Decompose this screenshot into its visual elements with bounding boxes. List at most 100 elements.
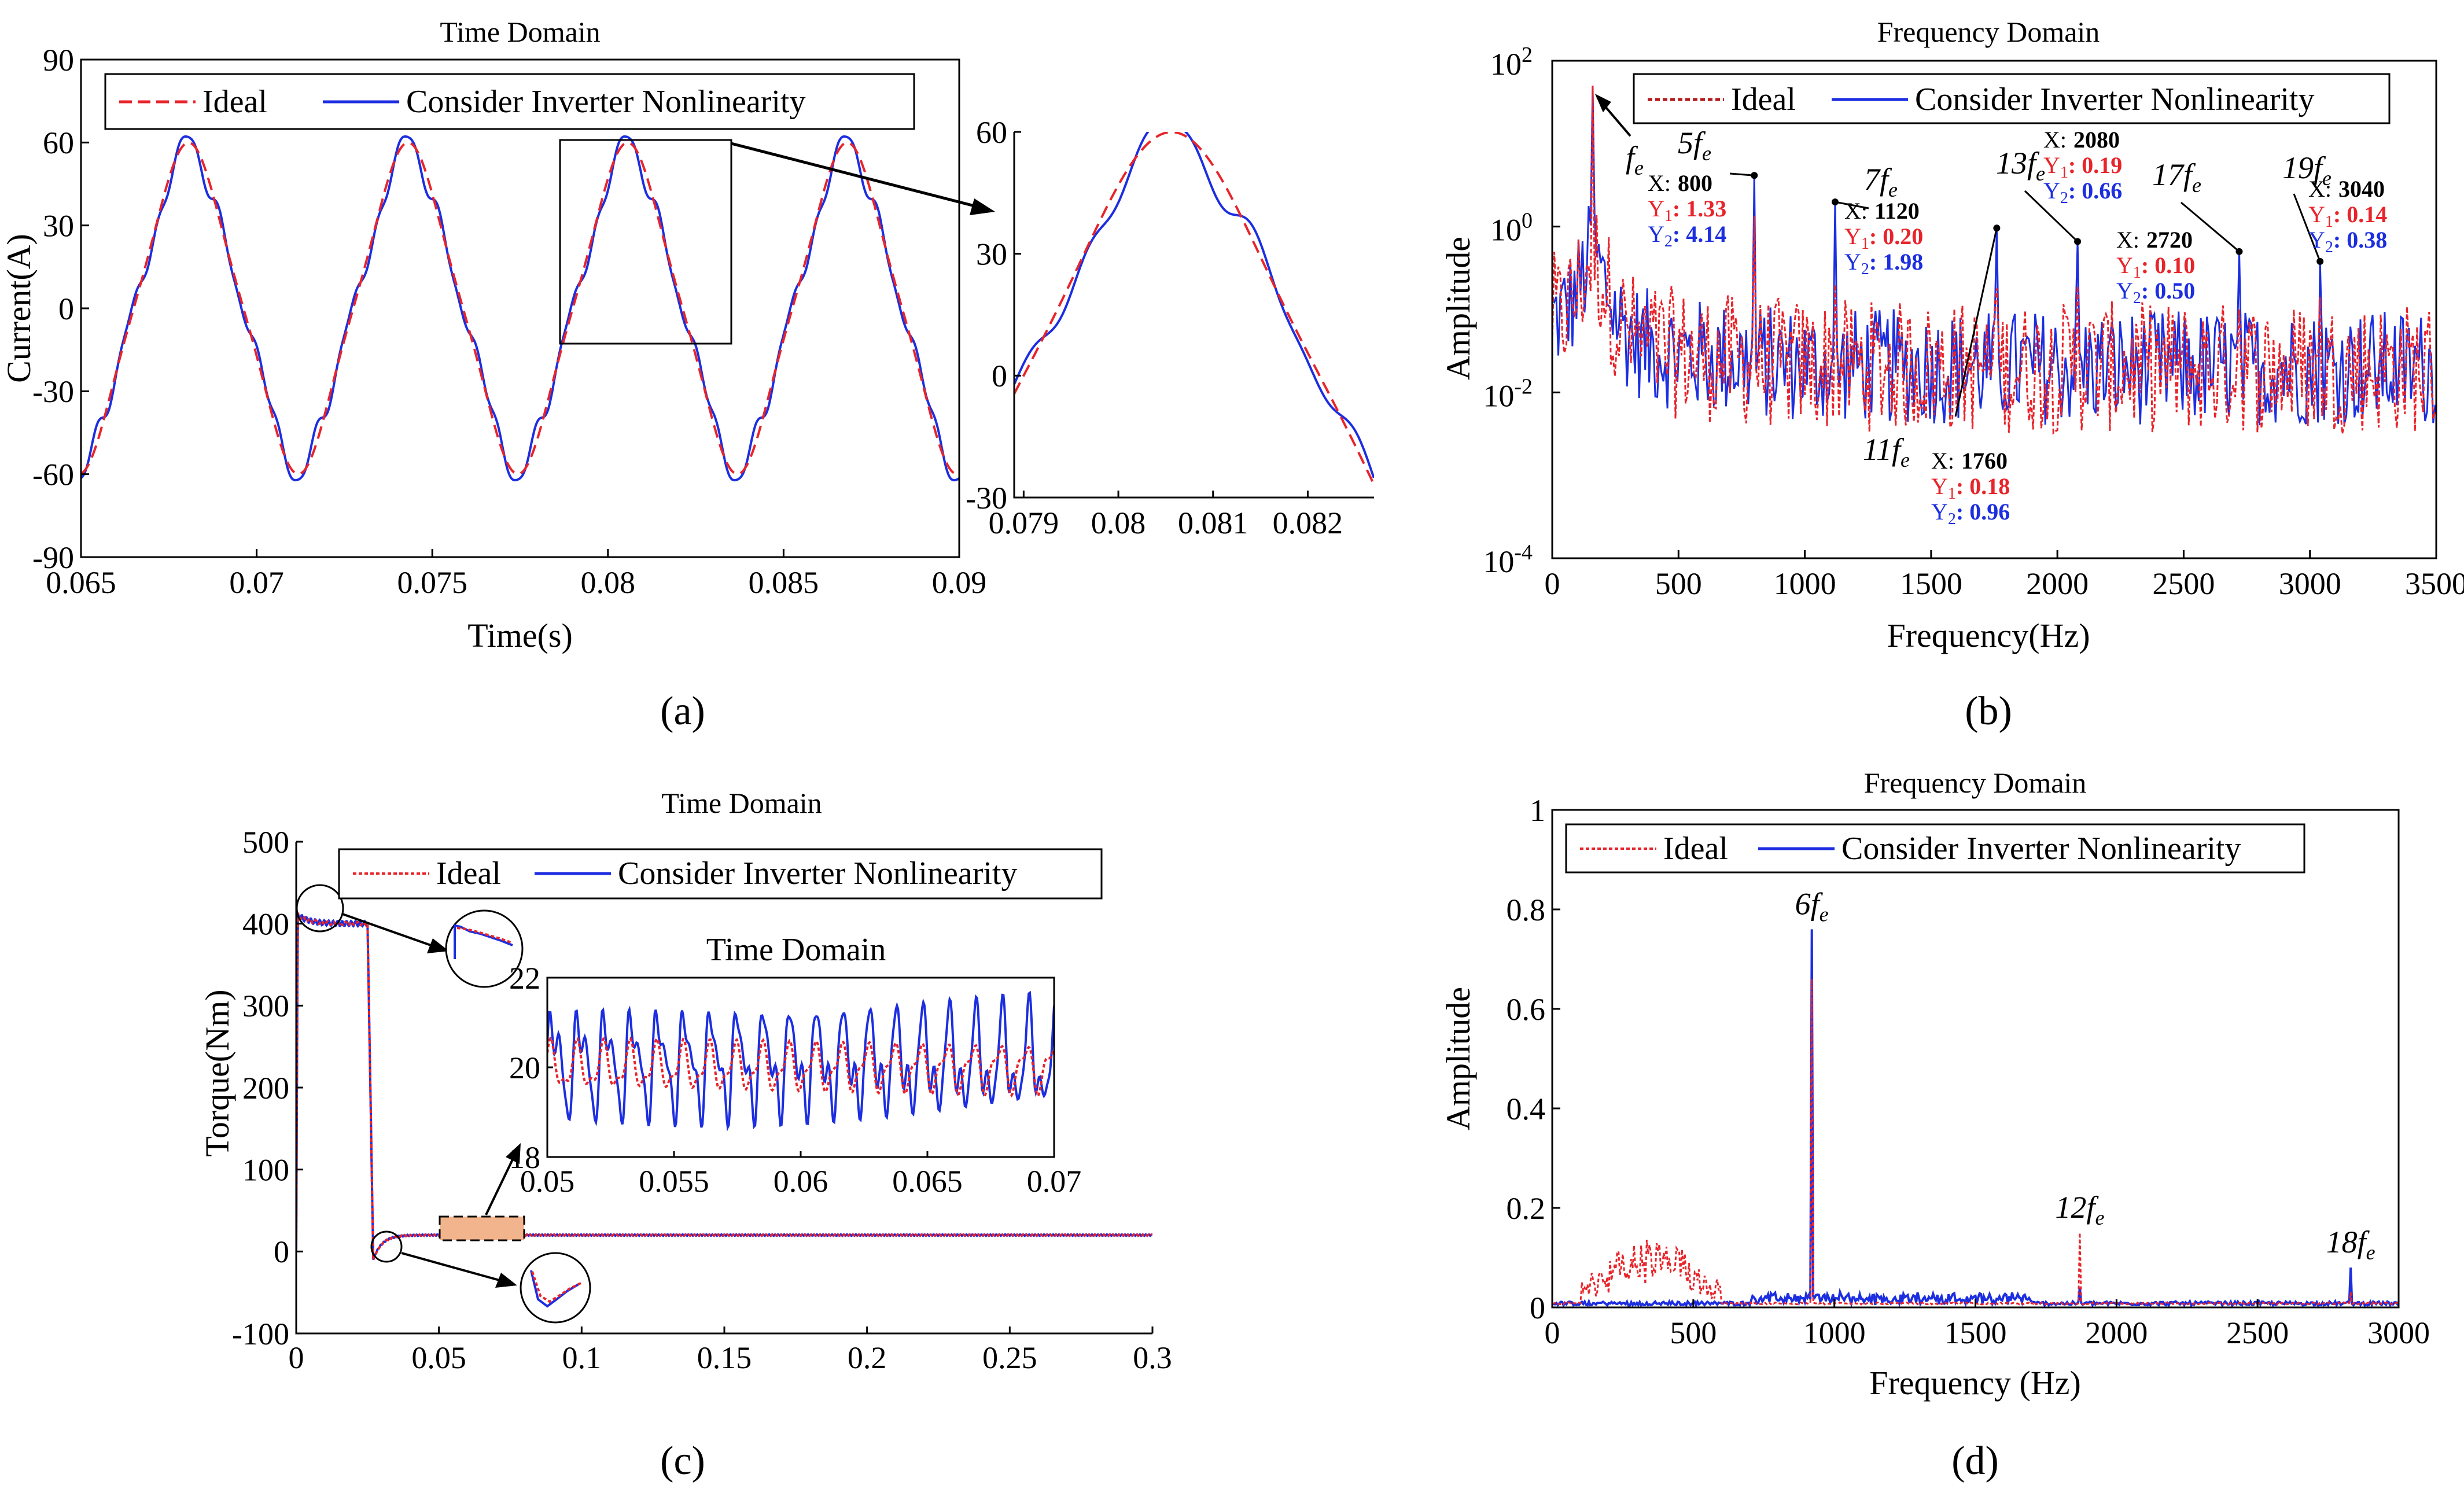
- b-datatip-y2: Y2: 0.50: [2116, 278, 2195, 307]
- b-xtick-label: 1500: [1900, 566, 1962, 601]
- c-xtick-label: 0: [289, 1340, 304, 1375]
- b-datatip-y1: Y1: 0.14: [2308, 201, 2387, 231]
- a-inset-series: [1014, 132, 1374, 485]
- b-ytick-base: 10: [1483, 544, 1514, 579]
- b-datatip-y1: Y1: 0.20: [1844, 223, 1923, 253]
- d-xlabel: Frequency (Hz): [1869, 1364, 2081, 1402]
- a-inset-ticks: 0.079 0.08 0.081 0.082 -30 0 30 60: [966, 115, 1343, 540]
- b-series: [1552, 86, 2436, 435]
- a-xtick-label: 0.08: [581, 565, 636, 600]
- b-ytick-base: 10: [1483, 378, 1514, 413]
- b-datatip-y1: Y1: 0.18: [1931, 473, 2010, 503]
- b-datatip-y1: Y1: 0.10: [2116, 252, 2195, 282]
- b-xtick-label: 3500: [2405, 566, 2464, 601]
- c-inset-xtick-label: 0.07: [1027, 1164, 1082, 1199]
- c-legend-nonlinear: Consider Inverter Nonlinearity: [618, 856, 1017, 891]
- d-panel-label: (d): [1951, 1439, 1999, 1483]
- c-xtick-label: 0.3: [1133, 1340, 1172, 1375]
- b-legend: Ideal Consider Inverter Nonlinearity: [1633, 73, 2391, 124]
- c-zoom-markers: [296, 884, 591, 1324]
- b-xtick-label: 0: [1545, 566, 1560, 601]
- b-panel-label: (b): [1965, 689, 2012, 734]
- d-xtick-label: 2500: [2226, 1316, 2289, 1350]
- a-inset-ytick-label: -30: [966, 481, 1007, 515]
- a-ytick-label: 30: [43, 209, 74, 244]
- c-ylabel: Torque(Nm): [198, 989, 236, 1156]
- b-datatip-x: X: 2080: [2043, 127, 2120, 153]
- a-inset-ytick-label: 30: [976, 237, 1007, 272]
- d-xtick-label: 1000: [1803, 1316, 1866, 1350]
- d-ytick-label: 0.6: [1507, 992, 1546, 1027]
- b-ytick-exp: 0: [1522, 209, 1533, 233]
- b-ytick-base: 10: [1490, 47, 1522, 82]
- c-inset-series-ideal: [547, 1036, 1054, 1098]
- c-axes: 0 0.05 0.1 0.15 0.2 0.25 0.3-10001002003004005…: [232, 825, 1172, 1375]
- c-inset-ytick-label: 18: [509, 1140, 540, 1175]
- d-ytick-label: 1: [1530, 793, 1545, 828]
- a-inset-xtick-label: 0.082: [1273, 506, 1343, 540]
- a-legend-ideal: Ideal: [202, 84, 267, 120]
- b-datatip-y2: Y2: 0.96: [1931, 499, 2010, 528]
- c-inset-xtick-label: 0.055: [639, 1164, 709, 1199]
- b-plot-frame: [1551, 60, 2437, 559]
- a-series: [81, 135, 959, 482]
- b-ytick-exp: -4: [1514, 540, 1533, 565]
- d-legend-ideal: Ideal: [1663, 831, 1728, 867]
- b-harmonic-arrow: [2181, 201, 2240, 252]
- d-ytick-label: 0.8: [1507, 893, 1546, 927]
- b-datatip-y2: Y2: 1.98: [1844, 249, 1923, 278]
- c-inset-ytick-label: 20: [509, 1051, 540, 1085]
- a-xtick-label: 0.065: [46, 565, 116, 600]
- b-series-ideal: [1552, 86, 2436, 435]
- a-zoom-box: [559, 139, 732, 345]
- a-inset-series-ideal: [1014, 132, 1374, 485]
- c-xtick-label: 0.25: [982, 1340, 1037, 1375]
- d-ytick-label: 0.2: [1507, 1191, 1546, 1226]
- b-title: Frequency Domain: [1877, 16, 2100, 48]
- a-ytick-label: -30: [32, 374, 74, 409]
- b-xtick-label: 1000: [1774, 566, 1836, 601]
- b-xtick-label: 2000: [2026, 566, 2089, 601]
- b-ytick-label: 10-4: [1483, 540, 1533, 579]
- d-xtick-label: 0: [1545, 1316, 1560, 1350]
- b-datatip-y1: Y1: 1.33: [1648, 196, 1726, 225]
- d-xtick-label: 3000: [2367, 1316, 2430, 1350]
- b-datatip-x: X: 2720: [2116, 227, 2193, 253]
- c-ytick-label: 200: [242, 1071, 289, 1106]
- panel-b: Frequency Domain 0 500 1000 1500 2000 2500 300…: [1439, 16, 2464, 734]
- b-axes: 0 500 1000 1500 2000 2500 3000 350010-410-21001…: [1483, 43, 2464, 601]
- a-inset-ytick-label: 60: [976, 115, 1007, 150]
- d-xtick-label: 1500: [1944, 1316, 2007, 1350]
- b-datatip-y2: Y2: 0.38: [2308, 227, 2387, 256]
- c-ytick-label: 0: [274, 1235, 289, 1269]
- b-harmonic-arrowhead: [1831, 198, 1839, 206]
- b-xtick-label: 500: [1655, 566, 1702, 601]
- a-xtick-label: 0.075: [397, 565, 467, 600]
- c-inset-series: [547, 990, 1054, 1132]
- c-xtick-label: 0.15: [697, 1340, 752, 1375]
- c-xtick-label: 0.05: [411, 1340, 466, 1375]
- a-inset-ytick-label: 0: [992, 359, 1007, 393]
- a-inset-xtick-label: 0.079: [989, 506, 1059, 540]
- b-harmonic-arrowhead: [2316, 257, 2324, 265]
- c-ytick-label: 300: [242, 989, 289, 1023]
- c-xtick-label: 0.2: [848, 1340, 887, 1375]
- b-harmonic-arrowhead: [1993, 224, 2001, 232]
- a-xtick-label: 0.085: [749, 565, 819, 600]
- panel-d: Frequency Domain 0 500 1000 1500 2000 2500 300…: [1439, 767, 2430, 1483]
- a-ytick-label: -60: [32, 458, 74, 492]
- b-ytick-exp: -2: [1514, 374, 1533, 399]
- d-axes: 0 500 1000 1500 2000 2500 3000 0 0.2 0.4 0.6 0.8 1: [1507, 793, 2430, 1350]
- a-ytick-label: 90: [43, 43, 74, 78]
- c-ytick-label: 500: [242, 825, 289, 860]
- a-xtick-label: 0.09: [932, 565, 987, 600]
- a-xlabel: Time(s): [467, 617, 573, 654]
- b-ytick-base: 10: [1490, 213, 1522, 248]
- c-inset-title: Time Domain: [706, 932, 886, 968]
- d-title: Frequency Domain: [1864, 767, 2087, 799]
- c-inset-xtick-label: 0.06: [774, 1164, 828, 1199]
- b-ytick-label: 10-2: [1483, 374, 1533, 413]
- a-inset-xtick-label: 0.08: [1091, 506, 1146, 540]
- b-harmonic-arrowhead: [1751, 172, 1758, 179]
